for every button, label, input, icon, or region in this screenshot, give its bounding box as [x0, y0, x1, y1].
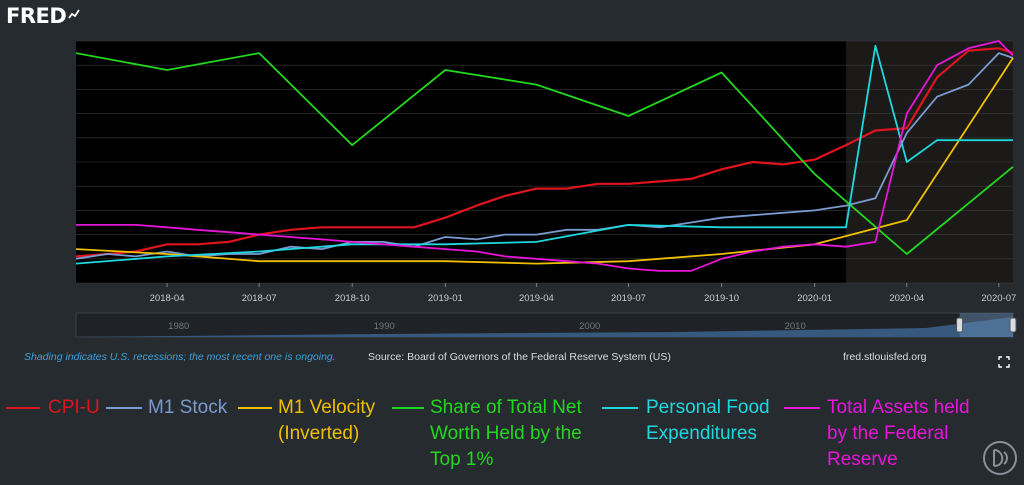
navigator-tick-label: 1980	[168, 321, 189, 332]
navigator-tick-label: 1990	[374, 321, 395, 332]
legend: CPI-U M1 Stock M1 Velocity (Inverted) Sh…	[0, 395, 1024, 485]
series-line	[75, 47, 1014, 258]
x-tick-label: 2019-01	[428, 293, 463, 304]
navigator-area	[76, 317, 1013, 337]
navigator-handle[interactable]	[956, 317, 964, 333]
legend-label: Total Assets held by the Federal Reserve	[827, 397, 970, 470]
recession-shading-note: Shading indicates U.S. recessions; the m…	[24, 351, 336, 363]
navigator-tick-label: 2000	[579, 321, 600, 332]
fred-chart: 2018-04 2018-07 2018-10 2019-01 2019-04 2019-…	[75, 40, 1017, 338]
x-tick-label: 2019-10	[704, 293, 739, 304]
legend-label: Share of Total Net Worth Held by the Top…	[430, 397, 582, 470]
series-line	[75, 57, 1014, 265]
series-line	[75, 52, 1014, 260]
x-tick-label: 2019-07	[611, 293, 646, 304]
series-line	[76, 40, 1014, 272]
series-line	[75, 44, 1013, 265]
fred-site-link[interactable]: fred.stlouisfed.org	[843, 351, 927, 363]
x-tick-label: 2020-01	[797, 293, 832, 304]
legend-swatch	[6, 407, 40, 409]
fred-logo[interactable]: FRED	[6, 4, 67, 28]
navigator-handle[interactable]	[1009, 317, 1017, 333]
x-tick-label: 2018-10	[335, 293, 370, 304]
x-tick-label: 2019-04	[519, 293, 554, 304]
graph-arrow-icon	[68, 9, 80, 19]
x-tick-label: 2018-07	[242, 293, 277, 304]
navigator-tick-label: 2010	[785, 321, 806, 332]
circle-logo-icon	[983, 441, 1017, 475]
x-tick-label: 2020-04	[889, 293, 924, 304]
legend-swatch	[392, 407, 424, 409]
legend-swatch	[602, 407, 638, 409]
navigator-selection	[959, 313, 1013, 337]
x-tick-label: 2020-07	[981, 293, 1016, 304]
legend-label: Personal Food Expenditures	[646, 397, 770, 444]
series-line	[75, 52, 1014, 255]
fullscreen-icon[interactable]	[998, 356, 1010, 368]
legend-swatch	[106, 407, 142, 409]
legend-swatch	[784, 407, 820, 409]
legend-swatch	[238, 407, 272, 409]
legend-label: M1 Stock	[148, 397, 228, 418]
legend-label: CPI-U	[48, 397, 100, 418]
source-note: Source: Board of Governors of the Federa…	[368, 351, 671, 363]
legend-label: M1 Velocity (Inverted)	[278, 397, 376, 444]
x-tick-label: 2018-04	[150, 293, 185, 304]
